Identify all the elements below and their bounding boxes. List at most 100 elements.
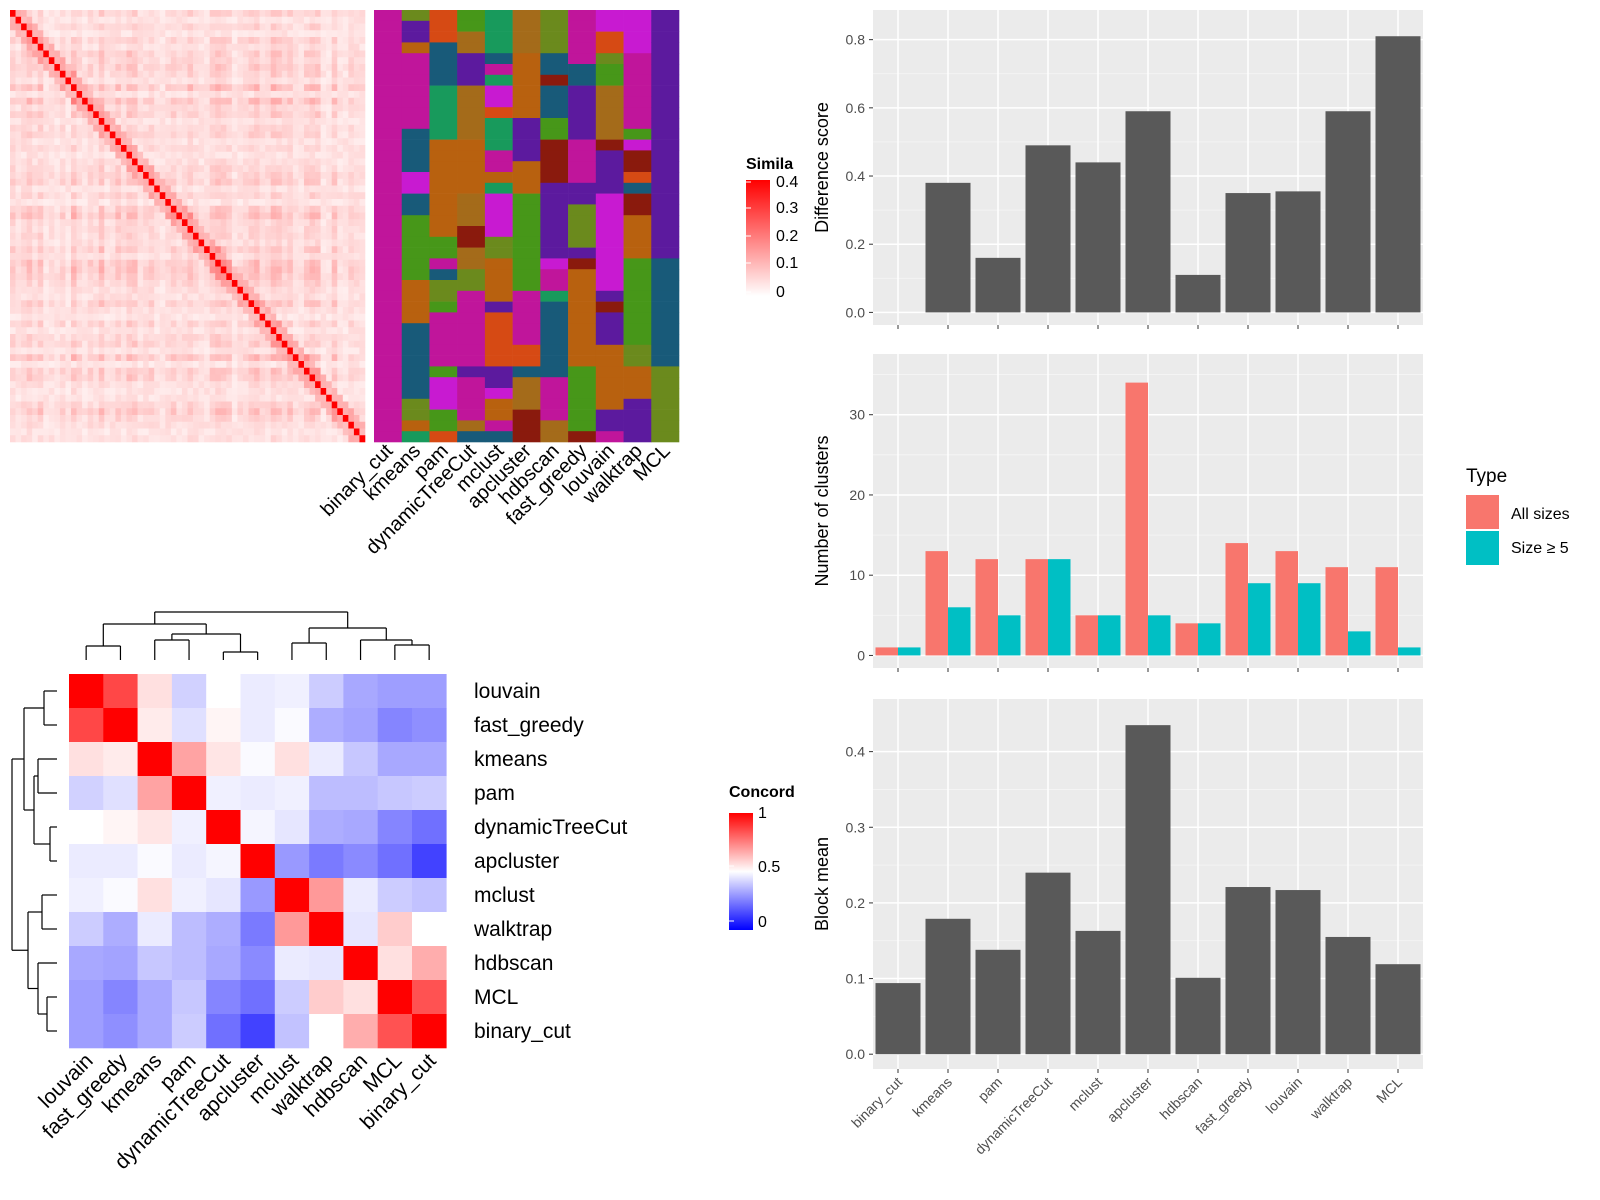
similarity-cell xyxy=(309,415,316,423)
similarity-cell xyxy=(320,367,327,375)
similarity-cell xyxy=(231,145,238,153)
similarity-cell xyxy=(165,77,172,85)
similarity-cell xyxy=(54,37,61,45)
similarity-cell xyxy=(132,185,138,193)
similarity-cell xyxy=(143,232,149,240)
similarity-cell xyxy=(187,192,194,200)
similarity-cell xyxy=(303,64,310,72)
similarity-cell xyxy=(98,158,105,166)
similarity-cell xyxy=(137,165,144,173)
similarity-cell xyxy=(10,158,16,166)
similarity-cell xyxy=(276,394,283,402)
similarity-cell xyxy=(159,381,166,389)
x-tick-label: louvain xyxy=(1262,1074,1305,1117)
similarity-cell xyxy=(259,145,266,153)
similarity-cell xyxy=(104,50,111,58)
similarity-cell xyxy=(170,340,177,348)
similarity-cell xyxy=(148,273,155,281)
similarity-cell xyxy=(170,280,177,288)
similarity-cell xyxy=(65,226,72,234)
similarity-cell xyxy=(320,388,327,396)
similarity-cell xyxy=(26,361,33,369)
similarity-cell xyxy=(148,293,155,301)
similarity-cell xyxy=(59,151,66,159)
similarity-cell xyxy=(143,97,149,105)
similarity-cell xyxy=(270,435,277,443)
similarity-cell xyxy=(320,10,327,18)
similarity-cell xyxy=(26,286,33,294)
similarity-cell xyxy=(198,293,205,301)
similarity-cell xyxy=(137,84,144,92)
similarity-cell xyxy=(326,286,333,294)
similarity-cell xyxy=(259,97,266,105)
similarity-cell xyxy=(187,131,194,139)
similarity-cell xyxy=(109,367,116,375)
similarity-cell xyxy=(337,91,344,99)
similarity-cell xyxy=(220,145,227,153)
concordance-cell xyxy=(377,946,413,981)
similarity-cell xyxy=(348,428,355,436)
similarity-cell xyxy=(337,354,344,362)
similarity-cell xyxy=(26,307,33,315)
similarity-cell xyxy=(32,394,39,402)
similarity-cell xyxy=(43,266,50,274)
similarity-cell xyxy=(359,361,366,369)
similarity-cell xyxy=(65,138,72,146)
similarity-cell xyxy=(143,334,149,342)
similarity-cell xyxy=(98,124,105,132)
similarity-cell xyxy=(137,16,144,24)
similarity-cell xyxy=(292,23,299,31)
similarity-cell xyxy=(287,280,294,288)
concordance-cell xyxy=(377,878,413,913)
similarity-cell xyxy=(342,226,349,234)
similarity-cell xyxy=(76,165,83,173)
similarity-cell xyxy=(326,334,333,342)
similarity-cell xyxy=(270,232,277,240)
similarity-cell xyxy=(154,340,161,348)
method-strip-cell xyxy=(651,150,680,162)
similarity-cell xyxy=(87,50,94,58)
similarity-cell xyxy=(326,266,333,274)
concordance-cell xyxy=(240,674,276,709)
similarity-cell xyxy=(104,111,111,119)
similarity-cell xyxy=(82,91,88,99)
similarity-cell xyxy=(226,226,233,234)
similarity-cell xyxy=(87,226,94,234)
similarity-cell xyxy=(104,232,111,240)
concordance-cell xyxy=(274,946,310,981)
method-strip-cell xyxy=(374,420,403,432)
similarity-cell xyxy=(254,415,260,423)
similarity-cell xyxy=(342,185,349,193)
similarity-cell xyxy=(148,131,155,139)
similarity-cell xyxy=(287,266,294,274)
similarity-cell xyxy=(98,394,105,402)
similarity-cell xyxy=(132,70,138,78)
similarity-cell xyxy=(98,401,105,409)
similarity-cell xyxy=(93,23,100,31)
similarity-cell xyxy=(104,408,111,416)
method-strip-cell xyxy=(374,96,403,108)
similarity-cell xyxy=(132,16,138,24)
similarity-cell xyxy=(120,151,127,159)
similarity-cell xyxy=(337,10,344,18)
similarity-cell xyxy=(342,327,349,335)
similarity-cell xyxy=(71,178,77,186)
method-strip-cell xyxy=(595,366,624,378)
similarity-cell xyxy=(59,354,66,362)
similarity-cell xyxy=(326,374,333,382)
similarity-cell xyxy=(326,401,333,409)
similarity-cell xyxy=(353,273,360,281)
similarity-cell xyxy=(115,205,122,213)
similarity-cell xyxy=(59,124,66,132)
similarity-cell xyxy=(342,428,349,436)
similarity-cell xyxy=(226,77,233,85)
similarity-cell xyxy=(215,145,222,153)
similarity-cell xyxy=(326,381,333,389)
similarity-cell xyxy=(59,320,66,328)
similarity-cell xyxy=(115,415,122,423)
method-strip-cell xyxy=(595,42,624,54)
similarity-cell xyxy=(281,84,288,92)
similarity-cell xyxy=(326,172,333,180)
similarity-cell xyxy=(337,30,344,38)
similarity-cell xyxy=(115,421,122,429)
